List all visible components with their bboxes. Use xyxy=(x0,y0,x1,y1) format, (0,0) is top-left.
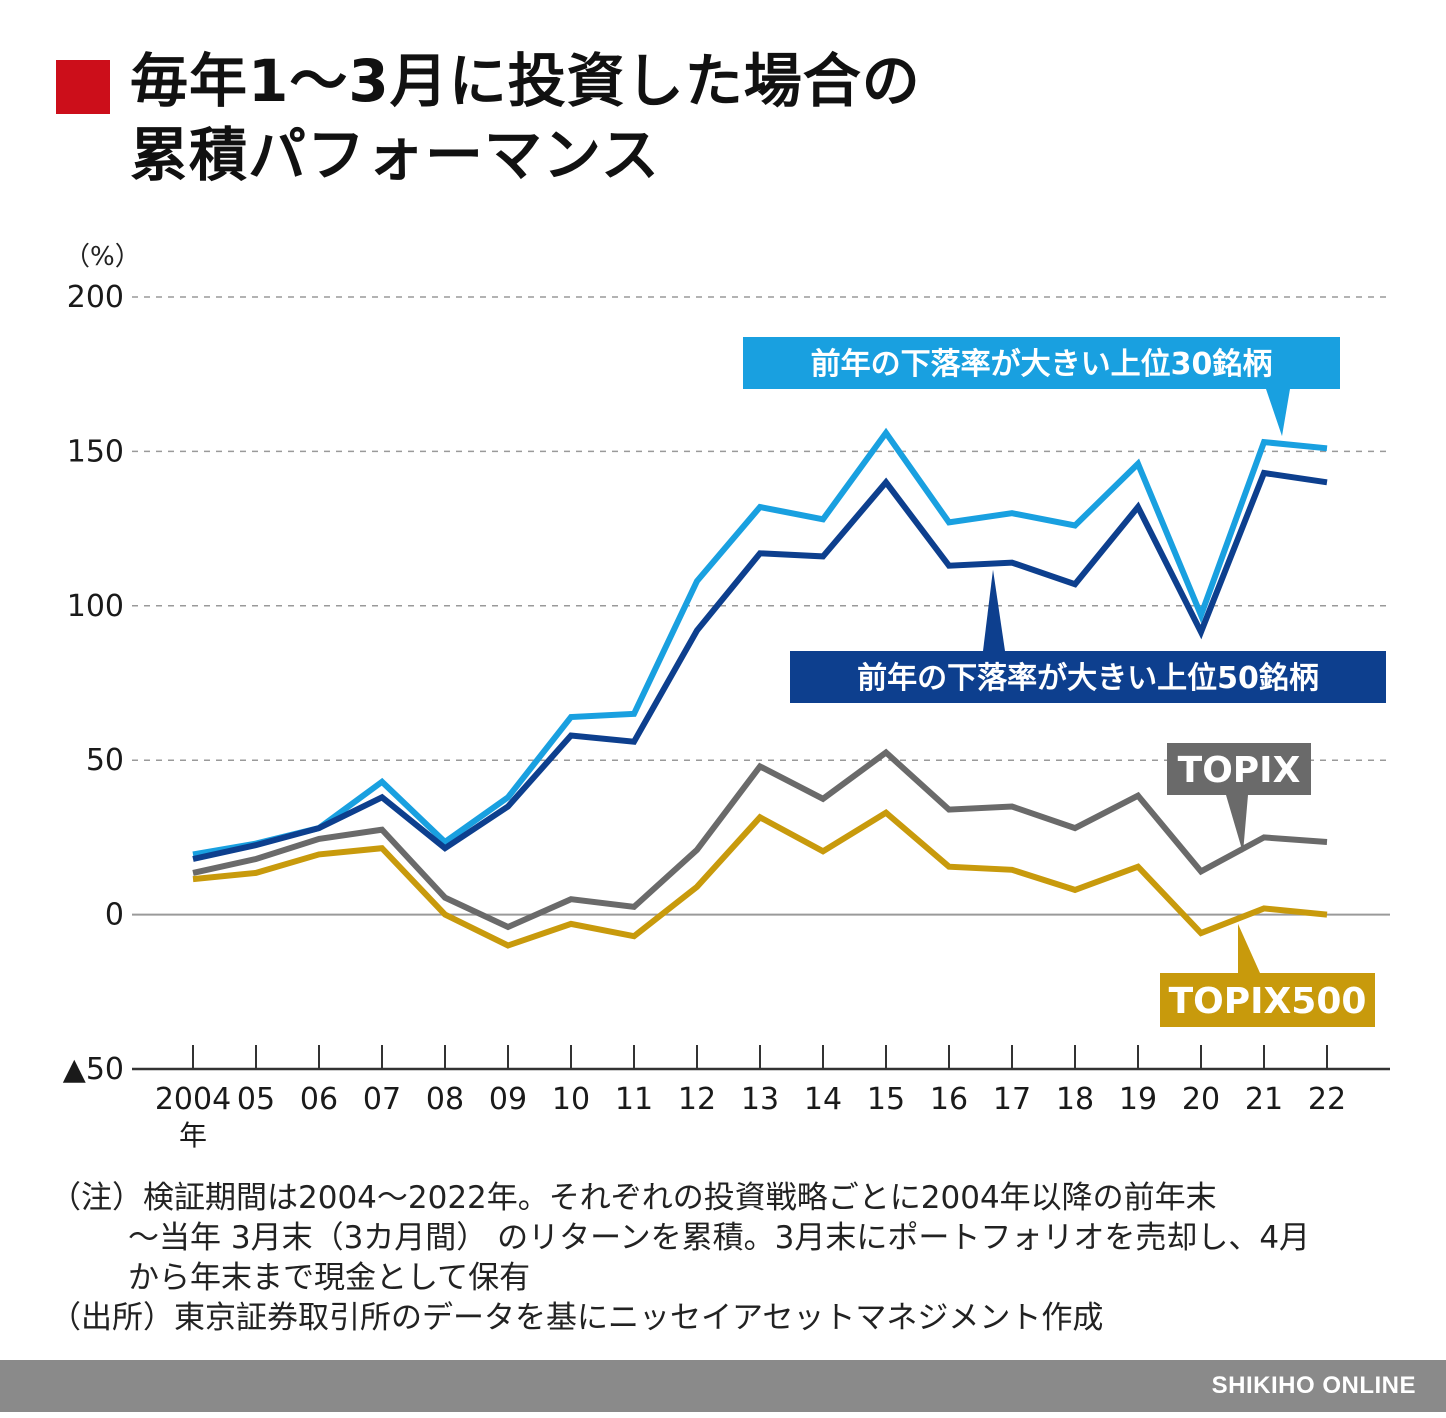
legend-label-topix-box xyxy=(1167,743,1311,795)
y-tick-label: 200 xyxy=(67,280,124,315)
x-tick-label: 05 xyxy=(237,1082,275,1117)
note-line-3: から年末まで現金として保有 xyxy=(128,1260,531,1296)
chart-title: 毎年1〜3月に投資した場合の 累積パフォーマンス xyxy=(130,44,921,192)
y-tick-label: 150 xyxy=(67,434,124,469)
source-text: （出所）東京証券取引所のデータを基にニッセイアセットマネジメント作成 xyxy=(50,1300,1104,1336)
legend-label-topix500-pointer xyxy=(1238,923,1260,973)
x-tick-label: 06 xyxy=(300,1082,338,1117)
legend-label-top50-box xyxy=(790,651,1386,703)
note-head: （注） xyxy=(50,1180,143,1216)
legend-label-top30-pointer xyxy=(1266,389,1290,437)
x-tick-label: 09 xyxy=(489,1082,527,1117)
note-line-2: 〜当年 3月末（3カ月間） のリターンを累積。3月末にポートフォリオを売却し、4… xyxy=(128,1220,1311,1256)
brand-logo: SHIKIHO ONLINE xyxy=(1211,1372,1416,1399)
series-line-topix xyxy=(192,748,1328,931)
chart-notes: （注） 検証期間は2004〜2022年。それぞれの投資戦略ごとに2004年以降の… xyxy=(50,1178,1410,1338)
x-tick-label: 07 xyxy=(363,1082,401,1117)
y-unit-label: （%） xyxy=(64,242,141,272)
x-unit-label: 年 xyxy=(179,1119,207,1152)
note: （注） 検証期間は2004〜2022年。それぞれの投資戦略ごとに2004年以降の… xyxy=(50,1178,1410,1218)
x-tick-label: 17 xyxy=(993,1082,1031,1117)
x-tick-label: 12 xyxy=(678,1082,716,1117)
footer-bar: SHIKIHO ONLINE xyxy=(0,1360,1446,1412)
x-tick-label: 18 xyxy=(1056,1082,1094,1117)
y-tick-label: 100 xyxy=(67,589,124,624)
x-tick-label: 11 xyxy=(615,1082,653,1117)
chart-title-line1: 毎年1〜3月に投資した場合の xyxy=(130,47,921,115)
x-tick-label: 15 xyxy=(867,1082,905,1117)
x-tick-label: 08 xyxy=(426,1082,464,1117)
x-tick-label: 14 xyxy=(804,1082,842,1117)
legend-label-top50: 前年の下落率が大きい上位50銘柄 xyxy=(857,661,1319,696)
legend-label-topix-pointer xyxy=(1226,795,1248,853)
y-tick-label: 0 xyxy=(105,898,124,933)
x-tick-label: 16 xyxy=(930,1082,968,1117)
legend-label-topix: TOPIX xyxy=(1178,750,1301,791)
x-tick-label: 19 xyxy=(1119,1082,1157,1117)
line-chart: （%） 200 150 100 50 0 ▲50 2004 05 06 07 08 09 10 11 12 13… xyxy=(63,242,1390,1152)
source-note: （出所）東京証券取引所のデータを基にニッセイアセットマネジメント作成 xyxy=(50,1298,1410,1338)
title-marker xyxy=(56,60,110,114)
note-line-1: 検証期間は2004〜2022年。それぞれの投資戦略ごとに2004年以降の前年末 xyxy=(143,1180,1217,1216)
x-tick-label: 2004 xyxy=(155,1082,231,1117)
chart-title-line2: 累積パフォーマンス xyxy=(130,121,660,189)
series-line-topix500 xyxy=(192,809,1328,949)
x-tick-label: 21 xyxy=(1245,1082,1283,1117)
x-tick-label: 10 xyxy=(552,1082,590,1117)
x-tick-label: 20 xyxy=(1182,1082,1220,1117)
x-tick-label: 13 xyxy=(741,1082,779,1117)
legend-label-topix500: TOPIX500 xyxy=(1169,981,1367,1022)
y-tick-label: 50 xyxy=(86,743,124,778)
x-tick-label: 22 xyxy=(1308,1082,1346,1117)
legend-label-top50-pointer xyxy=(983,569,1005,651)
series-line-top30 xyxy=(192,427,1328,858)
y-tick-label: ▲50 xyxy=(63,1052,124,1087)
series-line-top50 xyxy=(192,469,1328,862)
legend-label-topix500-box xyxy=(1160,973,1375,1027)
legend-label-top30: 前年の下落率が大きい上位30銘柄 xyxy=(811,347,1273,382)
legend-label-top30-box xyxy=(743,337,1340,389)
